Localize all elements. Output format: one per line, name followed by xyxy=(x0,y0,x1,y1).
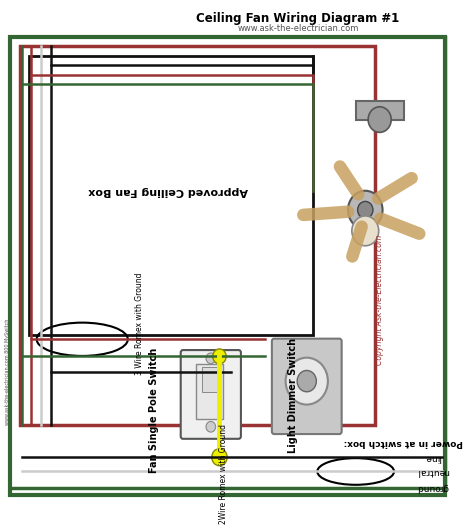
Text: www.ask-the-electrician.com 800 MySwitch: www.ask-the-electrician.com 800 MySwitch xyxy=(5,319,10,425)
Bar xyxy=(356,100,404,119)
Text: Power in at switch box:: Power in at switch box: xyxy=(344,439,464,448)
Text: neutral: neutral xyxy=(416,467,449,476)
Text: line: line xyxy=(424,453,441,462)
Bar xyxy=(20,46,375,425)
Bar xyxy=(196,364,223,419)
Circle shape xyxy=(206,353,216,364)
Text: Fan Single Pole Switch: Fan Single Pole Switch xyxy=(149,348,159,473)
Circle shape xyxy=(213,349,226,364)
Circle shape xyxy=(286,358,328,405)
Text: Light Dimmer Switch: Light Dimmer Switch xyxy=(288,338,298,453)
Circle shape xyxy=(212,449,227,466)
Text: www.ask-the-electrician.com: www.ask-the-electrician.com xyxy=(237,23,359,32)
Circle shape xyxy=(357,201,373,218)
Text: 3 Wire Romex with Ground: 3 Wire Romex with Ground xyxy=(135,273,144,375)
Bar xyxy=(29,56,312,335)
Circle shape xyxy=(297,371,316,392)
Bar xyxy=(202,367,218,391)
Circle shape xyxy=(348,191,383,229)
Text: Ceiling Fan Wiring Diagram #1: Ceiling Fan Wiring Diagram #1 xyxy=(197,12,400,25)
Circle shape xyxy=(352,216,379,246)
FancyBboxPatch shape xyxy=(181,350,241,439)
Text: 2Wire Romex with Ground: 2Wire Romex with Ground xyxy=(219,424,228,524)
Circle shape xyxy=(368,107,391,132)
Text: Approved Ceiling Fan Box: Approved Ceiling Fan Box xyxy=(89,186,248,196)
FancyBboxPatch shape xyxy=(272,339,342,434)
Text: ground: ground xyxy=(417,483,448,492)
Circle shape xyxy=(206,422,216,432)
Text: Copyright Ask-the-Electrician.com: Copyright Ask-the-Electrician.com xyxy=(375,235,384,365)
